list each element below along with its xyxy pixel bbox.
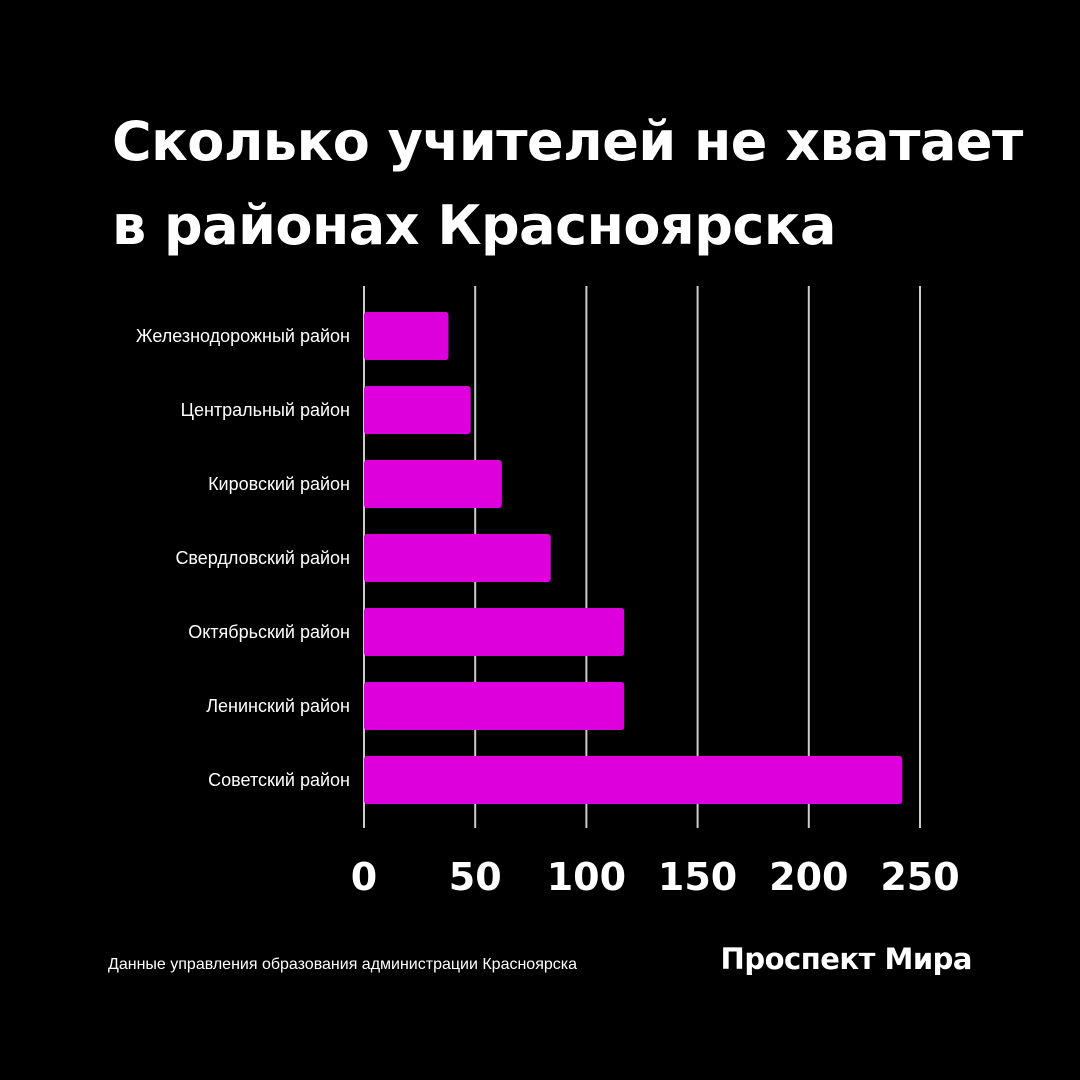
category-label: Кировский район bbox=[208, 474, 350, 494]
bar bbox=[364, 534, 551, 582]
x-tick-label: 50 bbox=[449, 855, 502, 899]
category-label: Октябрьский район bbox=[188, 622, 350, 642]
chart-title-line-2: в районах Красноярска bbox=[112, 194, 836, 257]
bar bbox=[364, 386, 471, 434]
category-label: Центральный район bbox=[181, 400, 350, 420]
x-tick-label: 100 bbox=[547, 855, 626, 899]
chart-title: Сколько учителей не хватает в районах Кр… bbox=[112, 100, 1023, 268]
bars bbox=[364, 312, 903, 804]
x-tick-label: 200 bbox=[769, 855, 848, 899]
category-label: Советский район bbox=[208, 770, 350, 790]
bar bbox=[364, 312, 449, 360]
category-label: Железнодорожный район bbox=[136, 326, 350, 346]
x-tick-labels: 0 50 100 150 200 250 bbox=[351, 855, 960, 899]
brand-logo-text: Проспект Мира bbox=[720, 942, 973, 976]
bar bbox=[364, 756, 903, 804]
bar bbox=[364, 608, 625, 656]
x-tick-label: 0 bbox=[351, 855, 377, 899]
category-labels: Железнодорожный район Центральный район Ки… bbox=[136, 326, 350, 790]
x-tick-label: 150 bbox=[658, 855, 737, 899]
x-tick-label: 250 bbox=[880, 855, 959, 899]
source-note: Данные управления образования администра… bbox=[108, 956, 578, 973]
chart-title-line-1: Сколько учителей не хватает bbox=[112, 110, 1023, 173]
bar bbox=[364, 682, 625, 730]
category-label: Ленинский район bbox=[206, 696, 350, 716]
category-label: Свердловский район bbox=[175, 548, 350, 568]
bar bbox=[364, 460, 502, 508]
